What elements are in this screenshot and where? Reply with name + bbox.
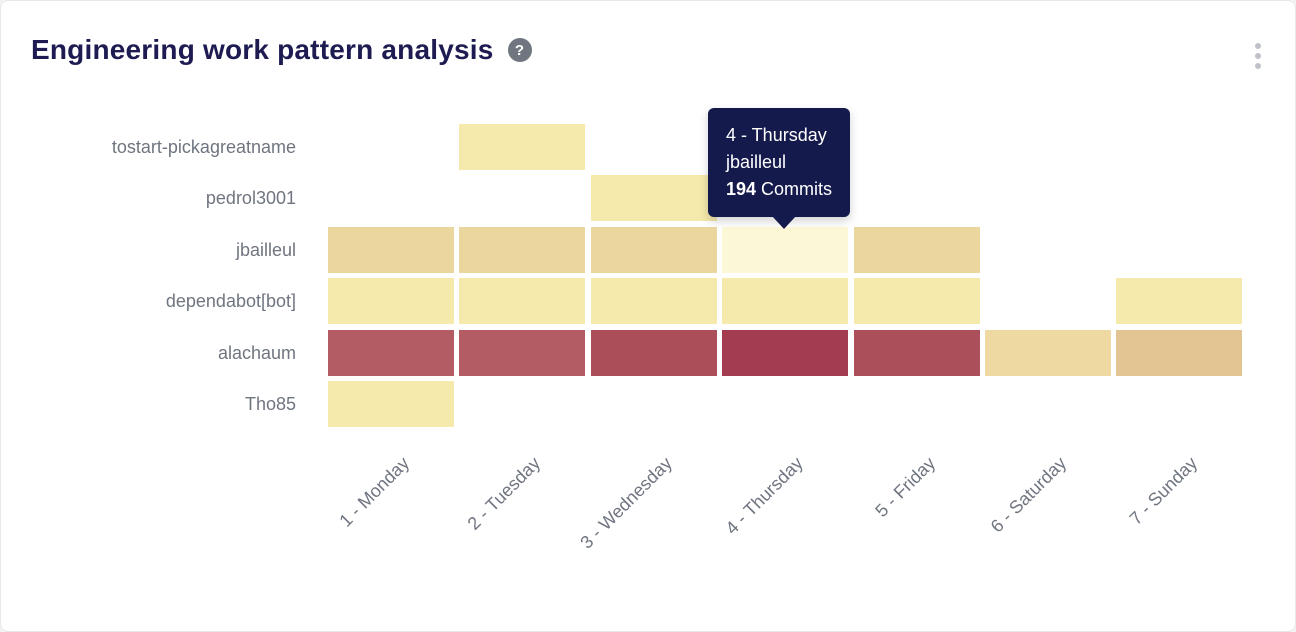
- heatmap-cell[interactable]: [853, 329, 980, 376]
- tooltip-unit: Commits: [756, 179, 833, 199]
- heatmap-cell[interactable]: [1116, 278, 1243, 325]
- y-axis-label: jbailleul: [235, 239, 296, 260]
- y-axis-label: tostart-pickagreatname: [111, 137, 296, 157]
- heatmap-cell[interactable]: [722, 329, 849, 376]
- heatmap-cell[interactable]: [722, 278, 849, 325]
- x-axis-label: 4 - Thursday: [721, 453, 808, 539]
- x-axis-label: 5 - Friday: [870, 453, 939, 521]
- tooltip-user: jbailleul: [726, 152, 787, 172]
- x-axis-label: 2 - Tuesday: [463, 453, 545, 534]
- heatmap-cell[interactable]: [328, 329, 454, 376]
- heatmap-cell[interactable]: [853, 226, 980, 273]
- y-axis-label: Tho85: [244, 394, 296, 414]
- heatmap-cell[interactable]: [853, 278, 980, 325]
- heatmap-cell[interactable]: [590, 226, 717, 273]
- heatmap-cell[interactable]: [985, 329, 1111, 376]
- heatmap-cell[interactable]: [590, 329, 717, 376]
- page-title: Engineering work pattern analysis: [31, 34, 494, 65]
- x-axis-label: 1 - Monday: [335, 453, 414, 531]
- card-header: Engineering work pattern analysis ?: [31, 34, 532, 66]
- x-axis-label: 6 - Saturday: [986, 453, 1071, 537]
- heatmap-cell[interactable]: [328, 381, 454, 427]
- heatmap-cell[interactable]: [459, 329, 586, 376]
- tooltip-arrow-icon: [772, 216, 796, 229]
- heatmap-cell[interactable]: [459, 226, 586, 273]
- heatmap-cell[interactable]: [459, 124, 586, 170]
- x-axis-label: 3 - Wednesday: [576, 453, 676, 553]
- heatmap-cell[interactable]: [328, 278, 454, 325]
- heatmap-cell[interactable]: [590, 175, 717, 222]
- tooltip-value: 194: [726, 179, 757, 199]
- tooltip-commits: 194 Commits: [726, 176, 832, 203]
- y-axis-label: dependabot[bot]: [165, 291, 296, 312]
- heatmap-cell[interactable]: [590, 278, 717, 325]
- y-axis-label: alachaum: [217, 342, 296, 363]
- heatmap-cell[interactable]: [1116, 329, 1243, 376]
- y-axis-label: pedrol3001: [205, 188, 296, 209]
- heatmap-cell[interactable]: [459, 278, 586, 325]
- heatmap-cell[interactable]: [722, 226, 849, 273]
- tooltip-day: 4 - Thursday: [726, 125, 827, 145]
- x-axis-label: 7 - Sunday: [1125, 453, 1202, 529]
- help-icon[interactable]: ?: [507, 38, 532, 62]
- kebab-menu-icon[interactable]: [1251, 41, 1265, 71]
- chart-tooltip: 4 - Thursday jbailleul 194 Commits: [708, 108, 851, 229]
- heatmap-cell[interactable]: [328, 226, 454, 273]
